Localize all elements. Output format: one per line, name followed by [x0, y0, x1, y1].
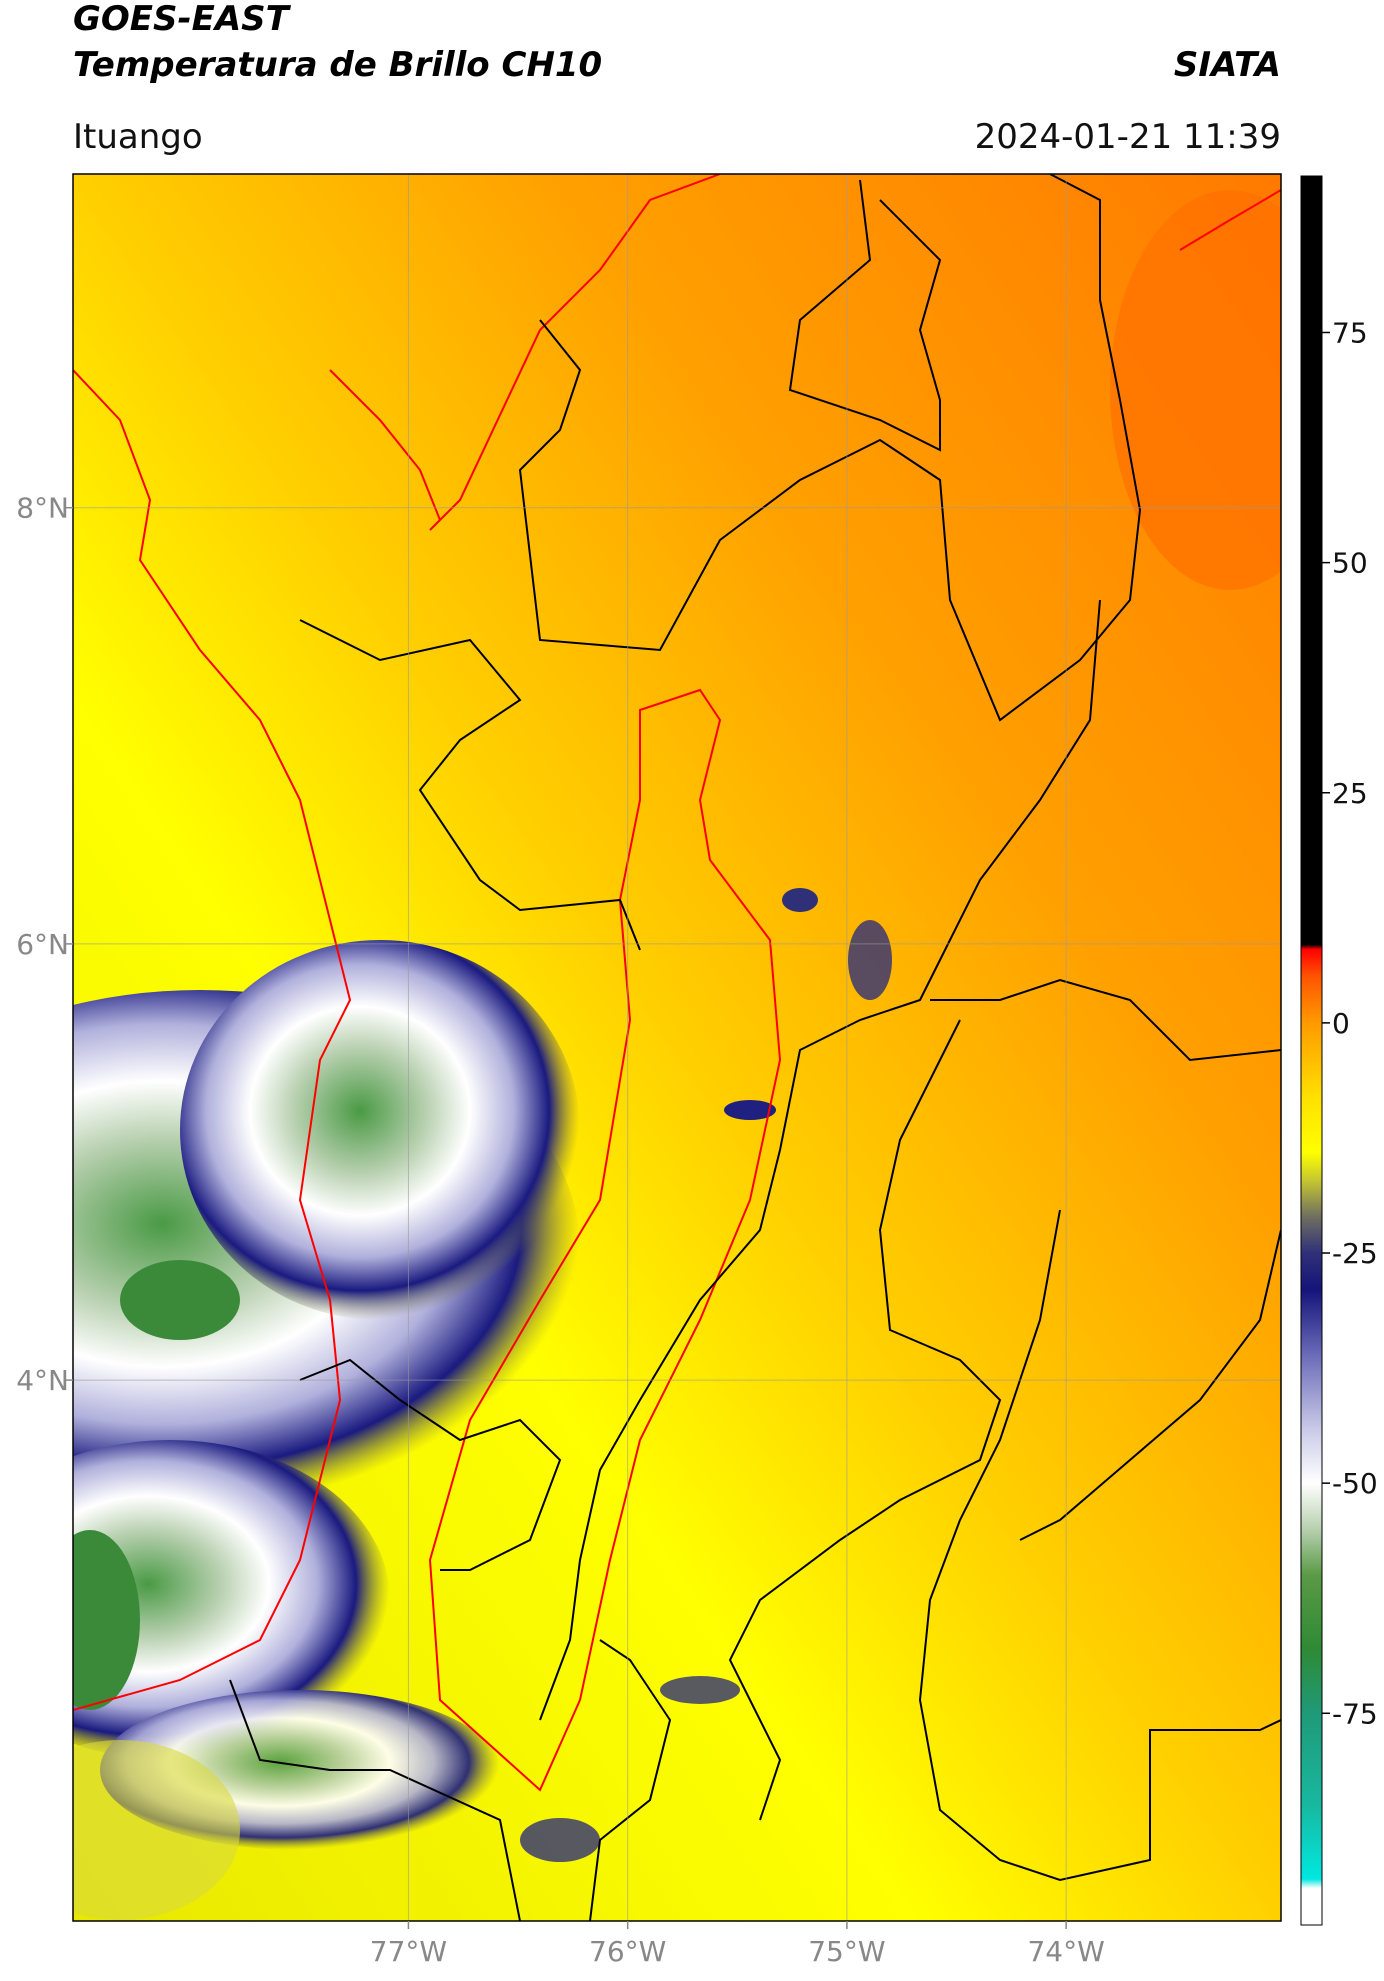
y-tick-label: 8°N — [16, 492, 69, 525]
colorbar-tick-label: -50 — [1332, 1467, 1378, 1500]
satellite-image — [73, 174, 1281, 1921]
colorbar: -75 -50 -25 0 25 50 75 — [1300, 175, 1378, 1926]
colorbar-tick-label: 50 — [1332, 547, 1368, 580]
x-tick-label: 77°W — [370, 1935, 447, 1968]
colorbar-tick-label: -75 — [1332, 1697, 1378, 1730]
colorbar-scale — [1300, 175, 1323, 1926]
colorbar-tick-label: 25 — [1332, 777, 1368, 810]
graticule — [73, 174, 1281, 1921]
location: Ituango — [73, 117, 203, 157]
x-tick-label: 76°W — [589, 1935, 666, 1968]
subtitle: Temperatura de Brillo CH10 — [73, 45, 602, 85]
datetime: 2024-01-21 11:39 — [975, 117, 1281, 157]
colorbar-tick-label: 75 — [1332, 316, 1368, 349]
x-tick-label: 75°W — [808, 1935, 885, 1968]
source: SIATA — [1174, 45, 1281, 85]
title: GOES-EAST — [73, 0, 292, 39]
y-tick-label: 6°N — [16, 928, 69, 961]
colorbar-tick-label: -25 — [1332, 1237, 1378, 1270]
map-ticks: 77°W 76°W 75°W 74°W 4°N 6°N 8°N — [16, 492, 1105, 1968]
x-tick-label: 74°W — [1027, 1935, 1104, 1968]
colorbar-tick-label: 0 — [1332, 1007, 1350, 1040]
boundaries — [73, 174, 1281, 1921]
map-frame — [72, 173, 1282, 1922]
y-tick-label: 4°N — [16, 1364, 69, 1397]
